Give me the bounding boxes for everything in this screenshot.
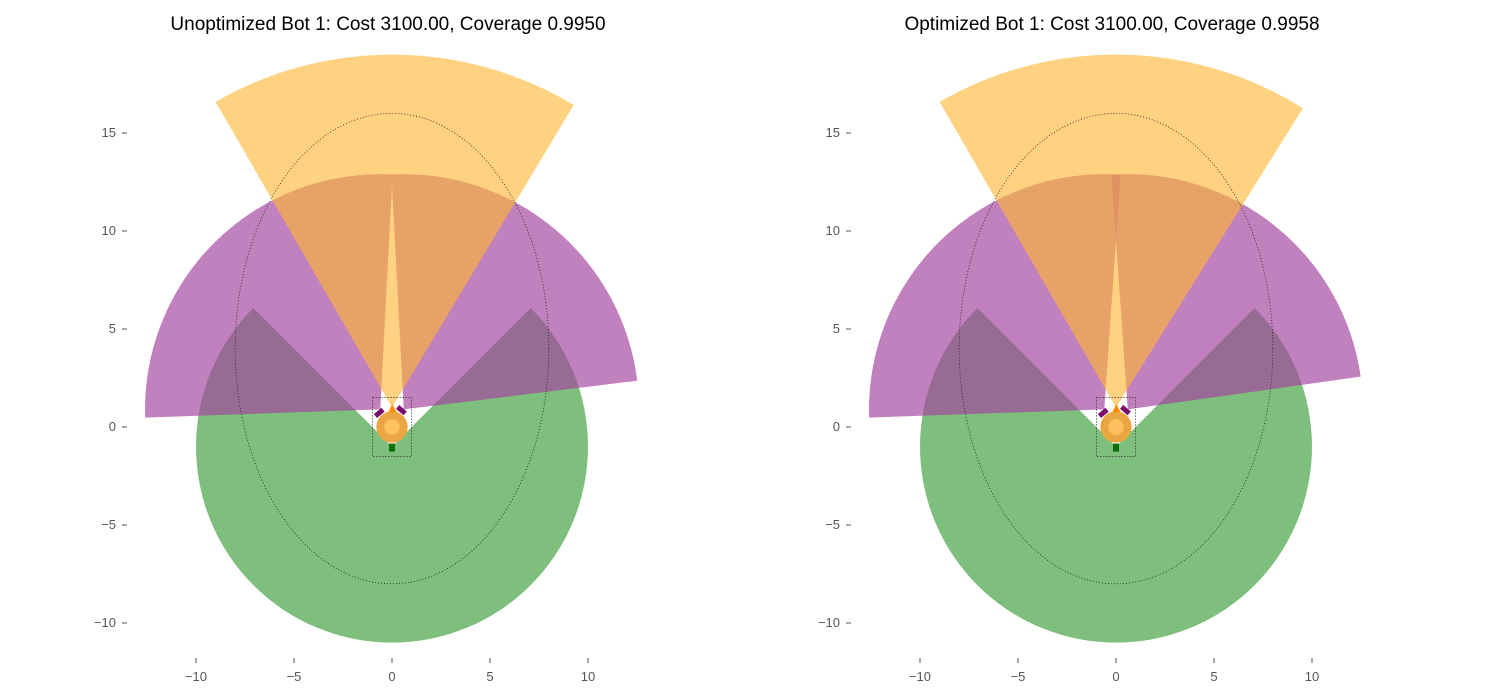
optimized-ytick-label: −10: [818, 615, 840, 630]
unoptimized-sensor-marker-3: [389, 443, 395, 452]
optimized-ytick-label: 15: [826, 125, 840, 140]
optimized-ytick-label: 10: [826, 223, 840, 238]
optimized-sensor-marker-1: [1119, 405, 1131, 416]
unoptimized-body-inner-circle: [384, 419, 400, 435]
optimized-body-box: [1096, 397, 1136, 457]
optimized-xtick-label: −10: [909, 669, 931, 684]
optimized-xtick-label: 5: [1210, 669, 1217, 684]
unoptimized-sensor-marker-1: [395, 405, 407, 416]
unoptimized-title: Unoptimized Bot 1: Cost 3100.00, Coverag…: [170, 14, 605, 35]
optimized-sector-orange: [939, 54, 1303, 408]
optimized-xtick-label: −5: [1011, 669, 1026, 684]
unoptimized-sector-orange: [215, 54, 574, 408]
unoptimized-xtick-label: −5: [287, 669, 302, 684]
unoptimized-target-ellipse: [234, 113, 550, 585]
unoptimized-ytick-label: 15: [102, 125, 116, 140]
unoptimized-ytick-label: 0: [109, 419, 116, 434]
optimized-sensor-marker-2: [1112, 403, 1121, 412]
unoptimized-panel: Unoptimized Bot 1: Cost 3100.00, Coverag…: [94, 14, 638, 684]
unoptimized-body-box: [372, 397, 412, 457]
optimized-ytick-label: 0: [833, 419, 840, 434]
optimized-ytick-label: −5: [825, 517, 840, 532]
unoptimized-xtick-label: 0: [388, 669, 395, 684]
optimized-xtick-label: 10: [1305, 669, 1319, 684]
unoptimized-xtick-label: −10: [185, 669, 207, 684]
optimized-target-ellipse: [958, 113, 1274, 585]
unoptimized-ytick-label: −5: [101, 517, 116, 532]
unoptimized-ytick-label: 5: [109, 321, 116, 336]
unoptimized-ytick-label: −10: [94, 615, 116, 630]
unoptimized-sensor-marker-2: [388, 403, 397, 412]
unoptimized-plot-area: −10 −5 0 5 10 15 −10 −5 0 5 10: [94, 54, 638, 684]
unoptimized-ytick-label: 10: [102, 223, 116, 238]
unoptimized-xtick-label: 10: [581, 669, 595, 684]
optimized-body-inner-circle: [1108, 419, 1124, 435]
optimized-title: Optimized Bot 1: Cost 3100.00, Coverage …: [904, 14, 1319, 35]
optimized-sensor-marker-3: [1113, 443, 1119, 452]
unoptimized-xtick-label: 5: [486, 669, 493, 684]
optimized-panel: Optimized Bot 1: Cost 3100.00, Coverage …: [818, 14, 1361, 684]
optimized-xtick-label: 0: [1112, 669, 1119, 684]
unoptimized-sensor-marker-0: [373, 407, 385, 419]
optimized-ytick-label: 5: [833, 321, 840, 336]
optimized-plot-area: −10 −5 0 5 10 15 −10 −5 0 5 10: [818, 54, 1361, 684]
optimized-sensor-marker-0: [1097, 407, 1109, 419]
